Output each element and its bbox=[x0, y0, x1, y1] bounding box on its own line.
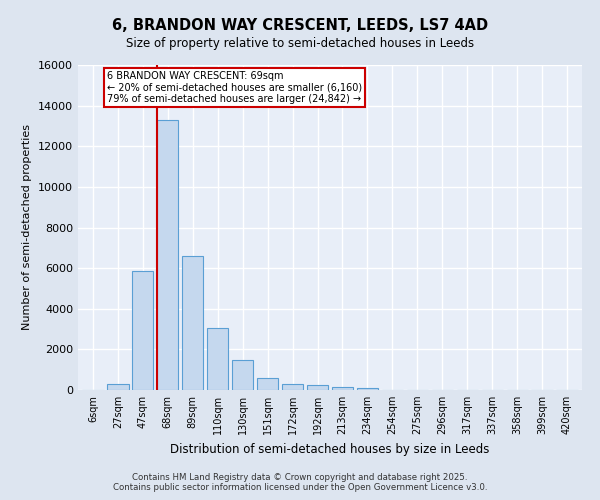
Bar bbox=[232, 360, 253, 390]
Text: Contains HM Land Registry data © Crown copyright and database right 2025.
Contai: Contains HM Land Registry data © Crown c… bbox=[113, 473, 487, 492]
Bar bbox=[332, 387, 353, 390]
Text: Size of property relative to semi-detached houses in Leeds: Size of property relative to semi-detach… bbox=[126, 38, 474, 51]
Bar bbox=[357, 388, 378, 390]
Bar bbox=[182, 256, 203, 390]
Text: 6, BRANDON WAY CRESCENT, LEEDS, LS7 4AD: 6, BRANDON WAY CRESCENT, LEEDS, LS7 4AD bbox=[112, 18, 488, 32]
Bar bbox=[132, 271, 154, 390]
Text: 6 BRANDON WAY CRESCENT: 69sqm
← 20% of semi-detached houses are smaller (6,160)
: 6 BRANDON WAY CRESCENT: 69sqm ← 20% of s… bbox=[107, 71, 362, 104]
Bar bbox=[282, 384, 303, 390]
X-axis label: Distribution of semi-detached houses by size in Leeds: Distribution of semi-detached houses by … bbox=[170, 442, 490, 456]
Bar bbox=[257, 378, 278, 390]
Bar bbox=[307, 384, 328, 390]
Bar bbox=[107, 384, 128, 390]
Bar bbox=[157, 120, 178, 390]
Bar bbox=[207, 328, 229, 390]
Y-axis label: Number of semi-detached properties: Number of semi-detached properties bbox=[22, 124, 32, 330]
